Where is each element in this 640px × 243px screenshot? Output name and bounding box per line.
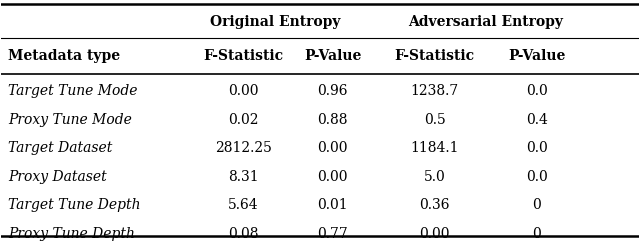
Text: 1184.1: 1184.1	[410, 141, 459, 155]
Text: 0.02: 0.02	[228, 113, 259, 127]
Text: 1238.7: 1238.7	[411, 84, 459, 98]
Text: Proxy Tune Depth: Proxy Tune Depth	[8, 227, 134, 241]
Text: 5.0: 5.0	[424, 170, 445, 184]
Text: 0: 0	[532, 198, 541, 212]
Text: 0.5: 0.5	[424, 113, 445, 127]
Text: 0.36: 0.36	[419, 198, 450, 212]
Text: 0.0: 0.0	[526, 141, 548, 155]
Text: 0.08: 0.08	[228, 227, 259, 241]
Text: Metadata type: Metadata type	[8, 49, 120, 63]
Text: 0.00: 0.00	[228, 84, 259, 98]
Text: P-Value: P-Value	[508, 49, 565, 63]
Text: 0.00: 0.00	[317, 141, 348, 155]
Text: Adversarial Entropy: Adversarial Entropy	[408, 15, 563, 28]
Text: 0.01: 0.01	[317, 198, 348, 212]
Text: Target Dataset: Target Dataset	[8, 141, 112, 155]
Text: 0.0: 0.0	[526, 84, 548, 98]
Text: P-Value: P-Value	[304, 49, 362, 63]
Text: 0.77: 0.77	[317, 227, 348, 241]
Text: Target Tune Mode: Target Tune Mode	[8, 84, 137, 98]
Text: F-Statistic: F-Statistic	[395, 49, 475, 63]
Text: 0.0: 0.0	[526, 170, 548, 184]
Text: 2812.25: 2812.25	[215, 141, 272, 155]
Text: 0.88: 0.88	[317, 113, 348, 127]
Text: 8.31: 8.31	[228, 170, 259, 184]
Text: 5.64: 5.64	[228, 198, 259, 212]
Text: 0.4: 0.4	[525, 113, 548, 127]
Text: Proxy Tune Mode: Proxy Tune Mode	[8, 113, 132, 127]
Text: 0.96: 0.96	[317, 84, 348, 98]
Text: Target Tune Depth: Target Tune Depth	[8, 198, 140, 212]
Text: Original Entropy: Original Entropy	[210, 15, 340, 28]
Text: Proxy Dataset: Proxy Dataset	[8, 170, 106, 184]
Text: 0.00: 0.00	[419, 227, 450, 241]
Text: 0: 0	[532, 227, 541, 241]
Text: F-Statistic: F-Statistic	[204, 49, 284, 63]
Text: 0.00: 0.00	[317, 170, 348, 184]
